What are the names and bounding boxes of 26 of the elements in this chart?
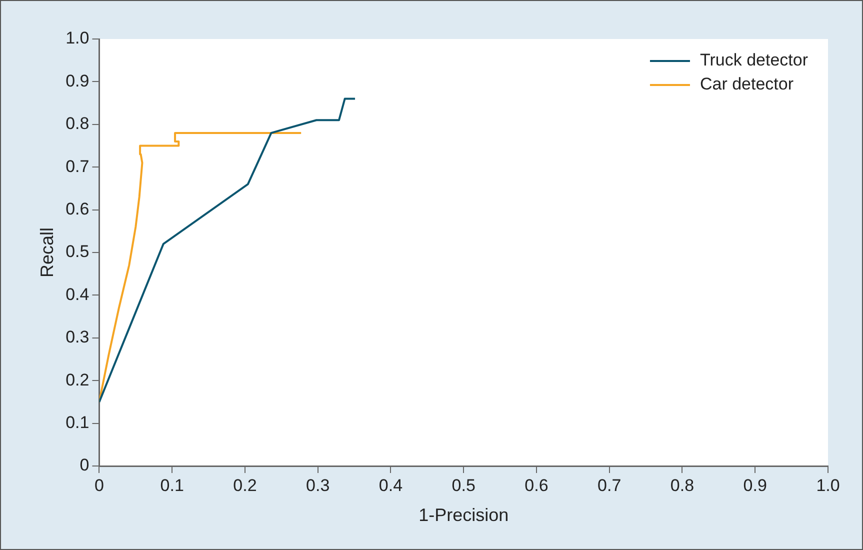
x-axis-title: 1-Precision bbox=[418, 505, 509, 526]
y-tick-label: 0.6 bbox=[66, 199, 90, 218]
y-tick-label: 0.8 bbox=[66, 114, 90, 134]
y-axis-title: Recall bbox=[36, 227, 57, 278]
x-tick-label: 1.0 bbox=[816, 476, 840, 495]
y-tick-label: 1.0 bbox=[66, 28, 90, 48]
x-tick-label: 0.2 bbox=[233, 476, 257, 495]
x-tick-label: 0.5 bbox=[452, 476, 476, 495]
x-tick-label: 0.3 bbox=[306, 476, 330, 495]
y-tick-label: 0.7 bbox=[66, 156, 90, 176]
x-tick-label: 0.9 bbox=[743, 476, 767, 495]
legend-label: Truck detector bbox=[700, 50, 808, 70]
y-tick-label: 0.9 bbox=[66, 71, 90, 90]
x-tick-label: 0.6 bbox=[524, 476, 548, 495]
x-tick-label: 0.8 bbox=[670, 476, 694, 495]
x-tick-label: 0 bbox=[94, 476, 104, 495]
x-tick-label: 0.4 bbox=[378, 476, 403, 495]
legend-label: Car detector bbox=[700, 74, 794, 94]
x-tick-label: 0.1 bbox=[160, 476, 184, 495]
y-tick-label: 0.3 bbox=[66, 328, 90, 347]
y-tick-label: 0.5 bbox=[66, 242, 90, 262]
x-tick-label: 0.7 bbox=[598, 476, 622, 495]
y-tick-label: 0 bbox=[80, 456, 90, 475]
y-tick-label: 0.1 bbox=[66, 412, 90, 432]
y-tick-label: 0.2 bbox=[66, 370, 90, 390]
y-tick-label: 0.4 bbox=[66, 284, 90, 304]
